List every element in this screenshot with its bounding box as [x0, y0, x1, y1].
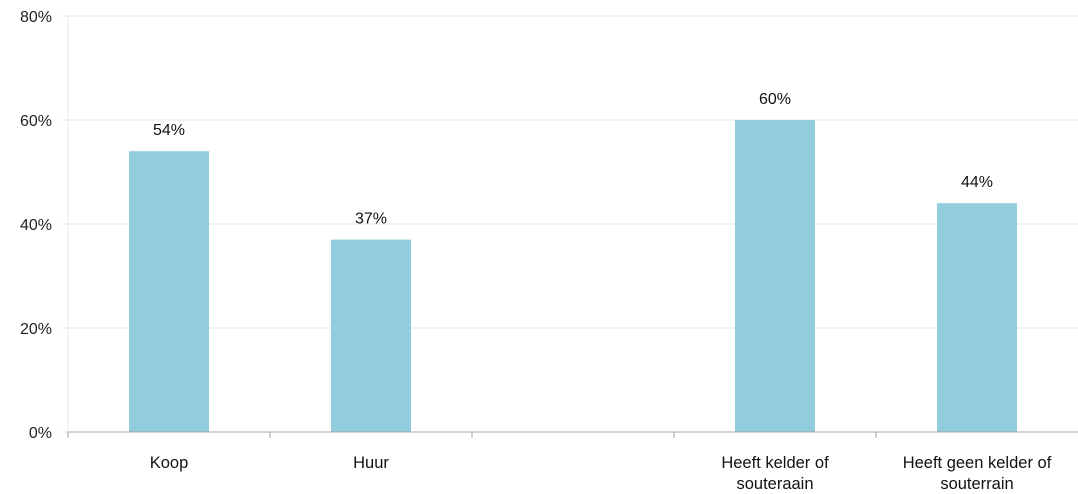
- bar: [331, 239, 411, 432]
- y-tick-label: 20%: [20, 321, 52, 338]
- x-category-label: Huur: [353, 454, 389, 472]
- x-category-label: Koop: [150, 454, 189, 472]
- x-category-label: souterrain: [940, 475, 1013, 493]
- x-category-label: souteraain: [736, 475, 813, 493]
- y-tick-label: 40%: [20, 217, 52, 234]
- data-label: 44%: [961, 174, 993, 191]
- y-axis: 0% 20% 40% 60% 80%: [20, 9, 69, 442]
- gridlines: [68, 15, 1078, 329]
- bar: [937, 203, 1017, 432]
- y-tick-label: 60%: [20, 113, 52, 130]
- x-axis: Koop Huur Heeft kelder of souteraain Heeft g…: [67, 431, 1078, 493]
- data-label: 37%: [355, 211, 387, 228]
- bars: 54% 37% 60% 44%: [129, 91, 1017, 432]
- x-category-label: Heeft geen kelder of: [903, 454, 1052, 472]
- y-tick-label: 80%: [20, 9, 52, 26]
- data-label: 60%: [759, 91, 791, 108]
- y-tick-label: 0%: [29, 425, 52, 442]
- x-category-label: Heeft kelder of: [721, 454, 829, 472]
- bar: [129, 151, 209, 432]
- data-label: 54%: [153, 122, 185, 139]
- bar: [735, 120, 815, 432]
